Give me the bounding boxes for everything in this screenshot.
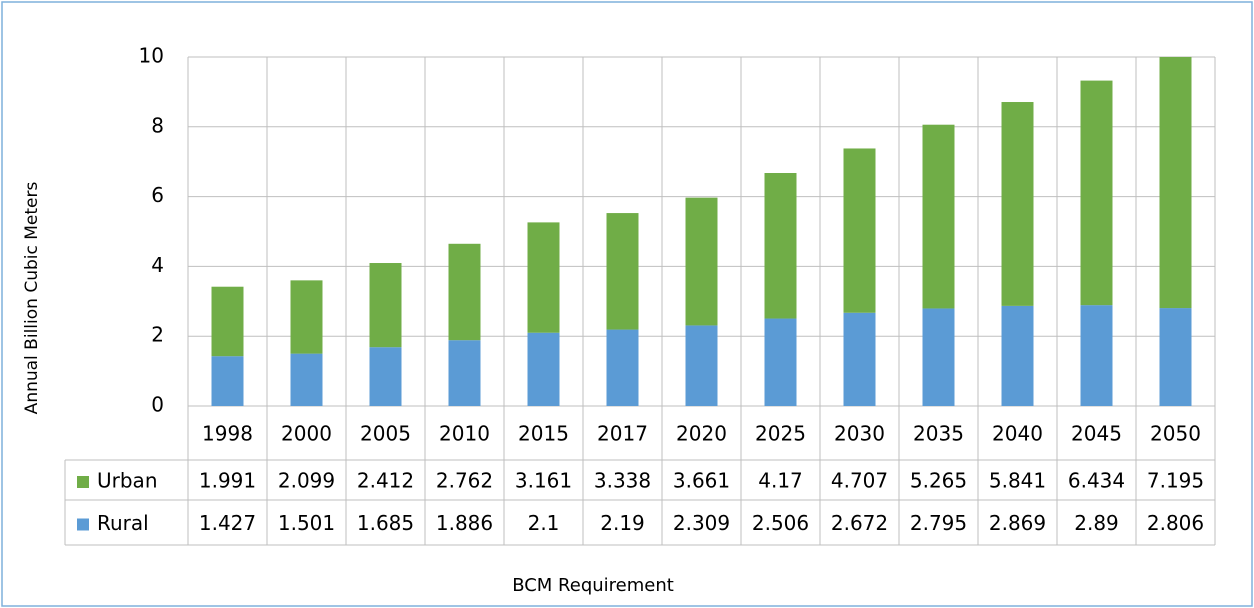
x-tick-label: 2045 xyxy=(1071,422,1122,446)
x-tick-label: 2000 xyxy=(281,422,332,446)
bar-segment xyxy=(527,332,560,406)
x-tick-label: 2040 xyxy=(992,422,1043,446)
x-tick-label: 2015 xyxy=(518,422,569,446)
table-value: 2.506 xyxy=(752,511,809,535)
bar-segment xyxy=(1001,305,1034,406)
y-tick-label: 8 xyxy=(151,113,164,137)
y-tick-label: 6 xyxy=(151,183,164,207)
table-value: 3.338 xyxy=(594,469,651,493)
bar-segment xyxy=(211,356,244,406)
table-value: 6.434 xyxy=(1068,469,1125,493)
table-value: 7.195 xyxy=(1147,469,1204,493)
x-tick-label: 2010 xyxy=(439,422,490,446)
bar-segment xyxy=(290,280,323,354)
table-value: 2.869 xyxy=(989,511,1046,535)
y-tick-label: 0 xyxy=(151,393,164,417)
bar-segment xyxy=(369,347,402,406)
table-value: 1.685 xyxy=(357,511,414,535)
x-tick-label: 2017 xyxy=(597,422,648,446)
bar-segment xyxy=(1159,308,1192,406)
y-axis-label: Annual Billion Cubic Meters xyxy=(22,182,42,415)
table-value: 2.099 xyxy=(278,469,335,493)
table-value: 2.1 xyxy=(528,511,560,535)
bar-segment xyxy=(685,325,718,406)
table-value: 2.89 xyxy=(1074,511,1119,535)
x-tick-label: 2005 xyxy=(360,422,411,446)
table-value: 3.661 xyxy=(673,469,730,493)
bar-segment xyxy=(527,222,560,333)
bar-segment xyxy=(922,124,955,309)
bar-segment xyxy=(843,312,876,406)
bar-segment xyxy=(448,243,481,341)
table-value: 2.672 xyxy=(831,511,888,535)
bar-segment xyxy=(1159,56,1192,309)
x-tick-label: 2025 xyxy=(755,422,806,446)
table-value: 5.265 xyxy=(910,469,967,493)
x-tick-label: 1998 xyxy=(202,422,253,446)
x-axis-label: BCM Requirement xyxy=(512,575,674,596)
table-value: 2.19 xyxy=(600,511,645,535)
table-value: 4.17 xyxy=(758,469,803,493)
table-value: 2.795 xyxy=(910,511,967,535)
x-tick-label: 2020 xyxy=(676,422,727,446)
table-value: 2.412 xyxy=(357,469,414,493)
bar-segment xyxy=(606,329,639,406)
legend-label: Rural xyxy=(97,511,149,535)
x-tick-label: 2035 xyxy=(913,422,964,446)
bar-segment xyxy=(922,308,955,406)
bar-segment xyxy=(448,340,481,406)
legend-swatch xyxy=(77,476,89,488)
bar-segment xyxy=(843,148,876,313)
legend-swatch xyxy=(77,518,89,531)
x-tick-label: 2030 xyxy=(834,422,885,446)
bar-segment xyxy=(606,213,639,330)
bar-segment xyxy=(211,286,244,357)
bar-segment xyxy=(1080,305,1113,406)
bar-segment xyxy=(685,197,718,326)
bar-segment xyxy=(1080,80,1113,306)
y-tick-label: 2 xyxy=(151,323,164,347)
bar-segment xyxy=(764,173,797,319)
table-value: 3.161 xyxy=(515,469,572,493)
y-tick-label: 4 xyxy=(151,253,164,277)
x-tick-label: 2050 xyxy=(1150,422,1201,446)
table-value: 1.991 xyxy=(199,469,256,493)
y-tick-label: 10 xyxy=(139,44,164,68)
table-value: 1.886 xyxy=(436,511,493,535)
table-value: 2.762 xyxy=(436,469,493,493)
legend-label: Urban xyxy=(97,469,158,493)
table-value: 1.501 xyxy=(278,511,335,535)
table-value: 1.427 xyxy=(199,511,256,535)
table-value: 5.841 xyxy=(989,469,1046,493)
table-value: 2.309 xyxy=(673,511,730,535)
bar-segment xyxy=(1001,102,1034,306)
bar-segment xyxy=(290,353,323,406)
table-value: 4.707 xyxy=(831,469,888,493)
bar-segment xyxy=(369,263,402,348)
bar-segment xyxy=(764,318,797,406)
table-value: 2.806 xyxy=(1147,511,1204,535)
